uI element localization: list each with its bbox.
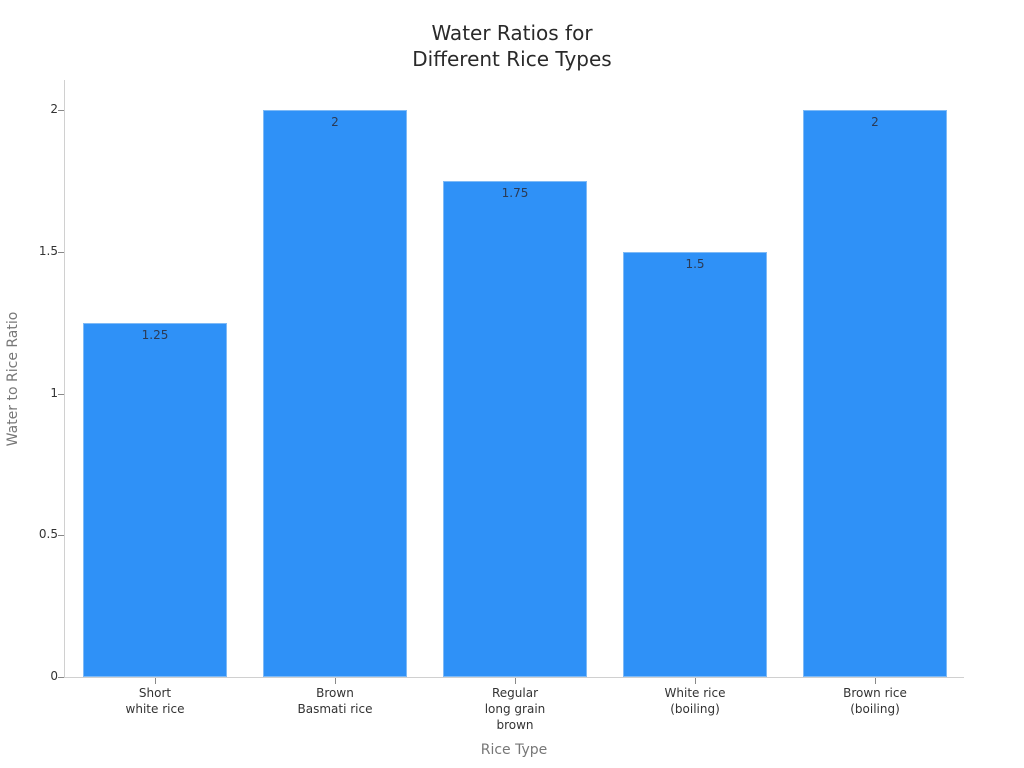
- y-tick-mark: [58, 393, 64, 395]
- y-tick-mark: [58, 677, 64, 678]
- bar-value-label: 1.75: [501, 185, 529, 200]
- x-axis-title: Rice Type: [480, 742, 548, 758]
- y-tick-label: 0: [50, 669, 58, 683]
- chart-title-line-2: Different Rice Types: [412, 47, 612, 71]
- bar-value-label: 1.25: [141, 327, 169, 342]
- y-axis-title: Water to Rice Ratio: [5, 311, 21, 447]
- bar[interactable]: 2: [263, 110, 407, 677]
- x-tick-label: White rice (boiling): [664, 686, 726, 716]
- x-axis-line: [64, 677, 964, 678]
- bar-value-label: 2: [871, 115, 879, 129]
- bar[interactable]: 1.25: [83, 322, 227, 677]
- x-tick-mark: [695, 678, 696, 684]
- x-tick-mark: [515, 678, 516, 684]
- y-tick-label: 1.5: [38, 243, 58, 258]
- bar[interactable]: 1.5: [623, 251, 767, 677]
- bar[interactable]: 1.75: [443, 180, 587, 677]
- y-axis-line: [64, 80, 65, 678]
- x-tick-mark: [155, 678, 156, 684]
- y-tick-mark: [58, 251, 64, 253]
- y-tick-mark: [58, 535, 64, 537]
- x-tick-mark: [875, 678, 876, 684]
- chart-title-line-1: Water Ratios for: [431, 21, 593, 45]
- bar-value-label: 2: [331, 115, 339, 129]
- y-tick-mark: [58, 110, 64, 111]
- x-tick-label: Brown Basmati rice: [297, 686, 373, 716]
- x-tick-label: Short white rice: [125, 686, 185, 716]
- chart-title: Water Ratios for Different Rice Types: [0, 20, 1024, 72]
- y-tick-label: 1: [50, 385, 58, 400]
- x-tick-label: Brown rice (boiling): [843, 686, 907, 716]
- y-tick-label: 0.5: [38, 527, 58, 542]
- y-tick-label: 2: [50, 102, 58, 116]
- x-tick-mark: [335, 678, 336, 684]
- bar[interactable]: 2: [803, 110, 947, 677]
- bar-value-label: 1.5: [685, 256, 705, 271]
- x-tick-label: Regular long grain brown: [484, 686, 546, 732]
